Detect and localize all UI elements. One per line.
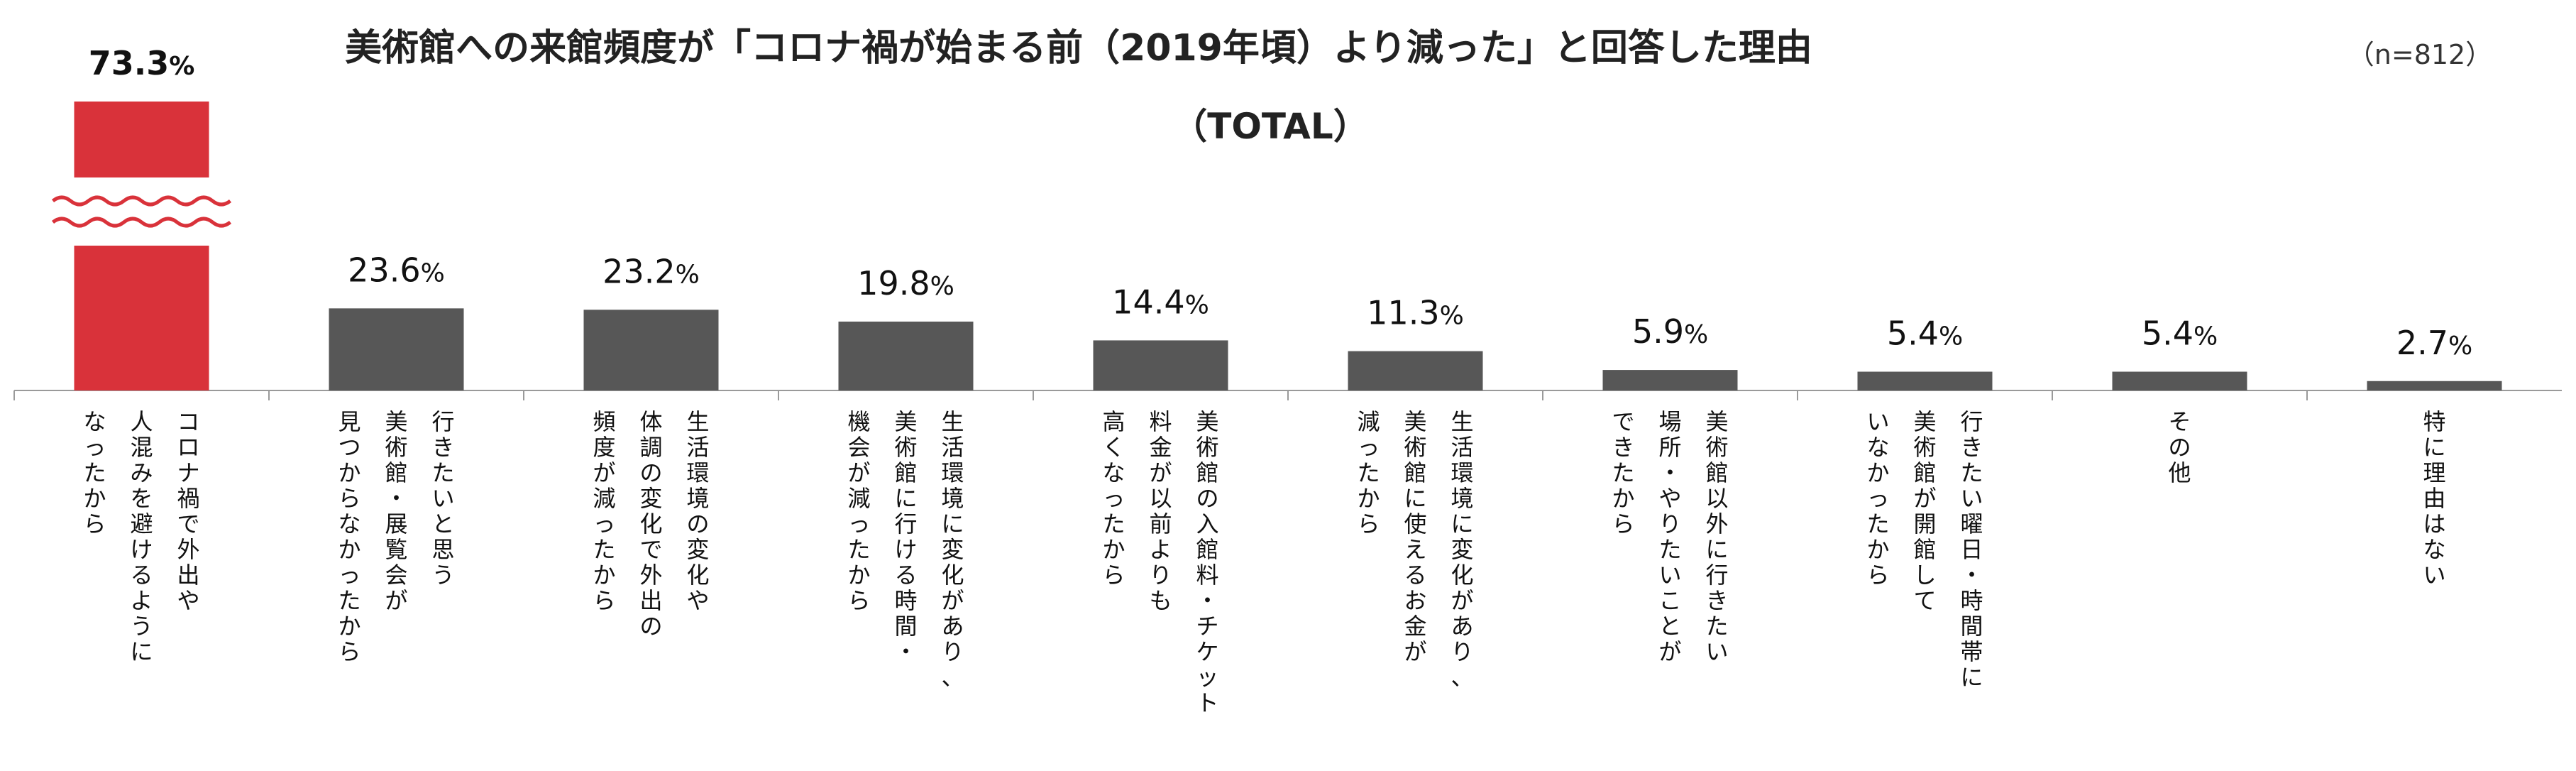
category-label: 生活環境に変化があり、美術館に行ける時間・機会が減ったから [847, 408, 964, 691]
data-label: 19.8% [857, 264, 954, 302]
bar [74, 102, 209, 390]
data-label: 5.9% [1632, 312, 1708, 351]
sample-size: （n=812） [2347, 39, 2492, 70]
chart-title: 美術館への来館頻度が「コロナ禍が始まる前（2019年頃）より減った」と回答した理… [345, 27, 1812, 70]
category-label: 生活環境の変化や体調の変化で外出の頻度が減ったから [593, 408, 709, 640]
category-label: 行きたい曜日・時間帯に美術館が開館していなかったから [1866, 408, 1983, 691]
data-label: 23.6% [348, 251, 445, 289]
data-label: 23.2% [602, 252, 700, 290]
category-label: 行きたいと思う美術館・展覧会が見つからなかったから [338, 408, 454, 665]
category-label: 特に理由はない [2423, 408, 2445, 589]
bar [1857, 371, 1993, 390]
data-label: 5.4% [1887, 315, 1963, 353]
data-label: 11.3% [1367, 294, 1464, 332]
bar [838, 321, 974, 390]
data-label: 14.4% [1112, 283, 1209, 321]
category-label: その他 [2168, 408, 2191, 486]
chart-subtitle: （TOTAL） [1172, 106, 1368, 147]
bar [2367, 381, 2502, 390]
category-label: 美術館以外に行きたい場所・やりたいことができたから [1612, 408, 1728, 665]
axis-break-gap [70, 177, 214, 246]
bar [1348, 351, 1483, 390]
category-label: 美術館の入館料・チケット料金が以前よりも高くなったから [1102, 408, 1218, 716]
bar [329, 308, 464, 390]
axis-break-wave [51, 195, 232, 207]
axis-break-wave [51, 217, 232, 228]
bar [1093, 340, 1228, 390]
data-label: 73.3% [89, 44, 195, 82]
data-label: 2.7% [2396, 324, 2472, 362]
category-label: コロナ禍で外出や人混みを避けるようになったから [83, 408, 199, 665]
chart-marks: 73.3% コロナ禍で外出や人混みを避けるようになったから 23.6% 行きたいと思う… [13, 44, 2562, 716]
category-label: 生活環境に変化があり、美術館に使えるお金が減ったから [1357, 408, 1473, 691]
data-label: 5.4% [2142, 315, 2218, 353]
bar [1602, 370, 1738, 390]
bar [583, 310, 719, 390]
bar [2112, 371, 2247, 390]
